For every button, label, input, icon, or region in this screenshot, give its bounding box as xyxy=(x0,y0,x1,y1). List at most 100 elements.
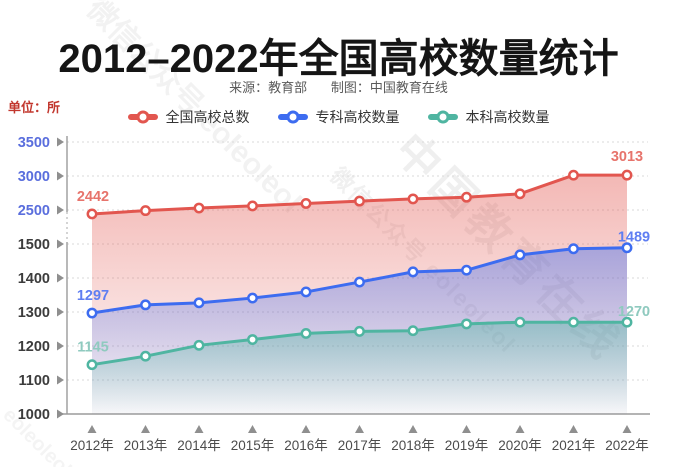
legend-item-2[interactable]: 专科高校数量 xyxy=(277,107,400,127)
data-point-marker xyxy=(621,316,633,328)
data-point-marker xyxy=(300,198,312,209)
page-title: 2012–2022年全国高校数量统计 xyxy=(58,36,619,81)
x-tick-arrow-icon xyxy=(408,425,418,433)
data-point-marker xyxy=(514,249,526,261)
data-point-marker xyxy=(86,208,98,220)
y-tick-label: 1300 xyxy=(18,305,50,321)
last-value-label: 1489 xyxy=(618,230,650,246)
data-point-marker xyxy=(140,299,151,311)
data-point-marker xyxy=(568,316,579,328)
y-tick-label: 2500 xyxy=(18,203,50,219)
data-point-marker xyxy=(407,325,419,337)
data-point-marker xyxy=(300,327,312,339)
chart-canvas: 3500 3000 2500 1500 1400 1300 1200 1100 1000 2012… xyxy=(18,135,650,453)
legend-label: 全国高校总数 xyxy=(165,109,250,125)
y-tick-arrow-icon xyxy=(57,307,64,317)
legend-circle-icon xyxy=(286,110,299,124)
data-point-marker xyxy=(354,325,365,337)
x-tick-arrow-icon xyxy=(355,425,364,433)
legend-item-3[interactable]: 本科高校数量 xyxy=(427,107,550,127)
legend-label: 本科高校数量 xyxy=(465,109,550,125)
x-tick-label: 2013年 xyxy=(124,438,168,453)
source-line: 来源：教育部 制图：中国教育在线 xyxy=(0,77,677,96)
x-axis-labels: 2012年 2013年 2014年 2015年 2016年 2017年 2018年 2019年… xyxy=(70,425,649,453)
y-tick-arrow-icon xyxy=(57,341,64,351)
x-tick-arrow-icon xyxy=(569,425,578,433)
x-tick-label: 2014年 xyxy=(177,438,221,453)
first-value-label: 2442 xyxy=(77,189,109,205)
y-tick-arrow-icon xyxy=(57,137,64,147)
data-point-marker xyxy=(354,276,365,288)
y-tick-arrow-icon xyxy=(57,409,64,419)
x-tick-label: 2017年 xyxy=(338,438,382,453)
last-value-label: 3013 xyxy=(611,149,643,165)
data-point-marker xyxy=(247,292,258,304)
unit-label: 单位：所 xyxy=(8,100,61,115)
first-value-label: 1145 xyxy=(77,340,108,356)
legend-circle-icon xyxy=(136,110,149,124)
series-本科高校数量: 1145 1270 xyxy=(77,304,650,414)
data-point-marker xyxy=(193,202,205,214)
legend: 全国高校总数 专科高校数量 本科高校数量 xyxy=(0,107,677,127)
data-point-marker xyxy=(407,193,419,205)
data-point-marker xyxy=(354,195,365,207)
data-point-marker xyxy=(247,200,258,212)
x-tick-arrow-icon xyxy=(87,425,97,433)
x-tick-label: 2022年 xyxy=(605,438,649,453)
y-tick-label: 1400 xyxy=(18,271,50,287)
legend-line-marker-icon xyxy=(277,110,308,124)
y-tick-label: 1500 xyxy=(18,237,50,253)
x-tick-arrow-icon xyxy=(301,425,311,433)
y-tick-label: 1000 xyxy=(18,407,50,423)
data-point-marker xyxy=(86,307,98,319)
x-tick-label: 2019年 xyxy=(445,438,489,453)
y-tick-arrow-icon xyxy=(57,205,64,215)
x-tick-label: 2015年 xyxy=(231,438,275,453)
legend-label: 专科高校数量 xyxy=(315,109,400,125)
data-point-marker xyxy=(300,286,312,298)
data-point-marker xyxy=(514,188,526,200)
data-point-marker xyxy=(140,350,151,362)
legend-circle-icon xyxy=(436,110,449,124)
x-tick-label: 2020年 xyxy=(498,438,542,453)
x-tick-arrow-icon xyxy=(515,425,525,433)
data-point-marker xyxy=(407,266,419,278)
data-point-marker xyxy=(461,318,472,330)
data-point-marker xyxy=(621,169,633,181)
data-point-marker xyxy=(621,242,633,254)
x-tick-arrow-icon xyxy=(622,425,632,433)
y-tick-label: 3500 xyxy=(18,135,50,151)
data-point-marker xyxy=(86,359,98,371)
y-axis-labels: 3500 3000 2500 1500 1400 1300 1200 1100 1000 xyxy=(18,135,64,423)
y-tick-arrow-icon xyxy=(57,375,64,385)
x-tick-arrow-icon xyxy=(194,425,204,433)
x-tick-arrow-icon xyxy=(248,425,257,433)
maker-label: 制图：中国教育在线 xyxy=(330,80,448,95)
y-tick-label: 3000 xyxy=(18,169,50,185)
x-tick-label: 2016年 xyxy=(284,438,328,453)
source-label: 来源：教育部 xyxy=(229,80,308,95)
y-tick-label: 1100 xyxy=(19,373,50,389)
y-tick-arrow-icon xyxy=(57,273,64,283)
data-point-marker xyxy=(514,316,526,328)
data-point-marker xyxy=(193,297,205,309)
first-value-label: 1297 xyxy=(77,288,109,304)
x-tick-arrow-icon xyxy=(141,425,150,433)
x-tick-label: 2018年 xyxy=(391,438,435,453)
area-fill xyxy=(92,322,627,414)
x-tick-label: 2012年 xyxy=(70,438,114,453)
data-point-marker xyxy=(568,169,579,181)
data-point-marker xyxy=(461,264,472,276)
y-tick-label: 1200 xyxy=(18,339,50,355)
data-point-marker xyxy=(247,334,258,345)
data-point-marker xyxy=(193,339,205,351)
y-tick-arrow-icon xyxy=(57,239,64,249)
legend-item-1[interactable]: 全国高校总数 xyxy=(127,107,250,127)
data-point-marker xyxy=(140,205,151,217)
data-point-marker xyxy=(568,243,579,255)
y-tick-arrow-icon xyxy=(57,171,64,181)
last-value-label: 1270 xyxy=(618,304,650,320)
legend-line-marker-icon xyxy=(127,110,158,124)
legend-line-marker-icon xyxy=(427,110,458,124)
